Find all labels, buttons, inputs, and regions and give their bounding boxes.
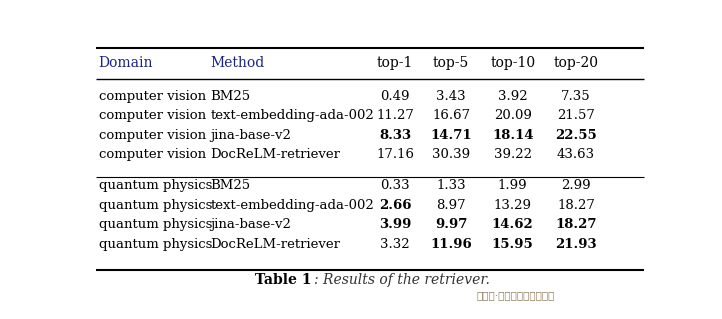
Text: computer vision: computer vision	[99, 148, 206, 161]
Text: BM25: BM25	[211, 90, 251, 102]
Text: 7.35: 7.35	[561, 90, 591, 102]
Text: 1.99: 1.99	[498, 179, 528, 192]
Text: text-embedding-ada-002: text-embedding-ada-002	[211, 109, 374, 122]
Text: 43.63: 43.63	[557, 148, 595, 161]
Text: 2.66: 2.66	[379, 199, 412, 212]
Text: 9.97: 9.97	[435, 219, 467, 232]
Text: jina-base-v2: jina-base-v2	[211, 219, 292, 232]
Text: 11.96: 11.96	[430, 238, 472, 251]
Text: 1.33: 1.33	[436, 179, 466, 192]
Text: top-20: top-20	[554, 56, 599, 70]
Text: text-embedding-ada-002: text-embedding-ada-002	[211, 199, 374, 212]
Text: 8.33: 8.33	[379, 129, 412, 142]
Text: 3.92: 3.92	[498, 90, 528, 102]
Text: DocReLM-retriever: DocReLM-retriever	[211, 148, 341, 161]
Text: Method: Method	[211, 56, 265, 70]
Text: Table 1: Table 1	[255, 273, 311, 287]
Text: quantum physics: quantum physics	[99, 179, 212, 192]
Text: DocReLM-retriever: DocReLM-retriever	[211, 238, 341, 251]
Text: 30.39: 30.39	[432, 148, 470, 161]
Text: quantum physics: quantum physics	[99, 219, 212, 232]
Text: quantum physics: quantum physics	[99, 199, 212, 212]
Text: BM25: BM25	[211, 179, 251, 192]
Text: Domain: Domain	[99, 56, 153, 70]
Text: quantum physics: quantum physics	[99, 238, 212, 251]
Text: 18.27: 18.27	[557, 199, 595, 212]
Text: top-10: top-10	[490, 56, 535, 70]
Text: 20.09: 20.09	[494, 109, 531, 122]
Text: 8.97: 8.97	[436, 199, 466, 212]
Text: 2.99: 2.99	[561, 179, 591, 192]
Text: 0.49: 0.49	[380, 90, 410, 102]
Text: computer vision: computer vision	[99, 109, 206, 122]
Text: 39.22: 39.22	[494, 148, 531, 161]
Text: 21.57: 21.57	[557, 109, 595, 122]
Text: 3.99: 3.99	[379, 219, 412, 232]
Text: 18.27: 18.27	[555, 219, 596, 232]
Text: : Results of the retriever.: : Results of the retriever.	[314, 273, 490, 287]
Text: 13.29: 13.29	[494, 199, 531, 212]
Text: 17.16: 17.16	[376, 148, 414, 161]
Text: 公众号·大语言模型论文跟踪: 公众号·大语言模型论文跟踪	[477, 290, 554, 300]
Text: computer vision: computer vision	[99, 129, 206, 142]
Text: 15.95: 15.95	[492, 238, 534, 251]
Text: top-1: top-1	[377, 56, 414, 70]
Text: 3.43: 3.43	[436, 90, 466, 102]
Text: 21.93: 21.93	[555, 238, 597, 251]
Text: 14.71: 14.71	[430, 129, 472, 142]
Text: 0.33: 0.33	[380, 179, 410, 192]
Text: 18.14: 18.14	[492, 129, 534, 142]
Text: top-5: top-5	[433, 56, 469, 70]
Text: computer vision: computer vision	[99, 90, 206, 102]
Text: 14.62: 14.62	[492, 219, 534, 232]
Text: 11.27: 11.27	[376, 109, 414, 122]
Text: 16.67: 16.67	[432, 109, 470, 122]
Text: 22.55: 22.55	[555, 129, 597, 142]
Text: jina-base-v2: jina-base-v2	[211, 129, 292, 142]
Text: 3.32: 3.32	[380, 238, 410, 251]
